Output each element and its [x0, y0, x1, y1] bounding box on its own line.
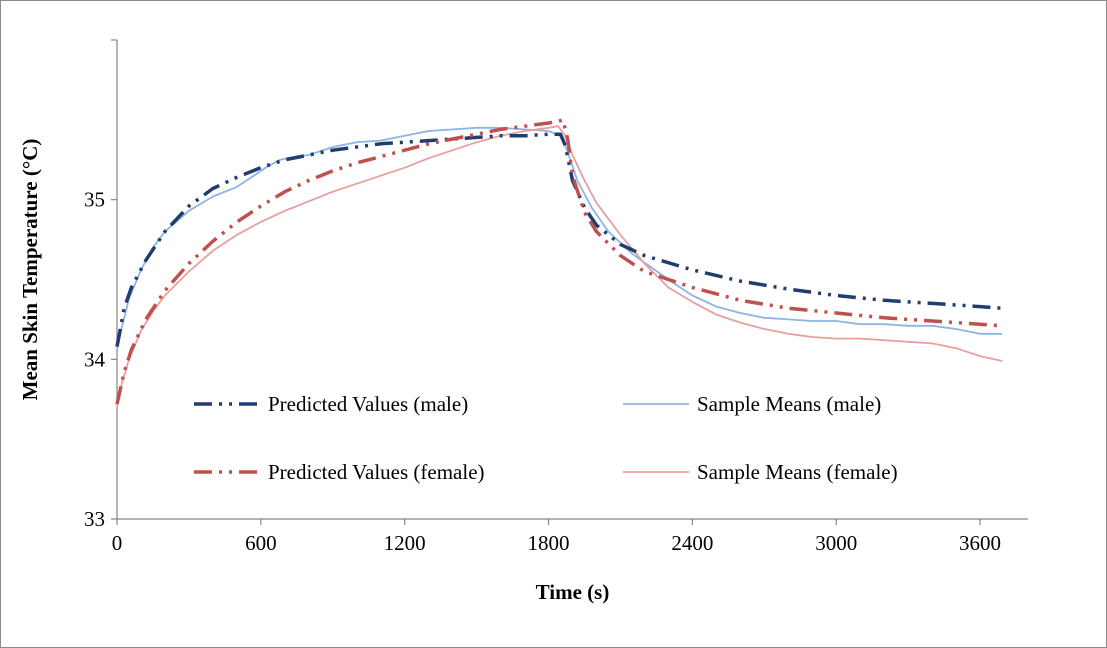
y-tick-label: 34: [84, 347, 106, 371]
x-tick-label: 1200: [384, 531, 426, 555]
legend-label: Predicted Values (male): [268, 392, 468, 416]
series-line-sample-means-female: [116, 125, 1003, 409]
legend: Predicted Values (male) Sample Means (mal…: [194, 392, 898, 484]
legend-label: Sample Means (male): [697, 392, 881, 416]
legend-label: Sample Means (female): [697, 460, 898, 484]
series-line-predicted-values-male: [115, 132, 1002, 347]
x-tick-label: 600: [245, 531, 277, 555]
x-tick-label: 3600: [959, 531, 1001, 555]
x-axis-title: Time (s): [536, 580, 610, 604]
x-tick-label: 1800: [528, 531, 570, 555]
y-tick-label: 33: [84, 507, 105, 531]
axes: 0 600 1200 1800 2400 3000 3600 33 34 35: [84, 39, 1028, 555]
legend-label: Predicted Values (female): [268, 460, 485, 484]
series-layer: [115, 118, 1003, 409]
y-tick-label: 35: [84, 188, 105, 212]
x-tick-label: 2400: [671, 531, 713, 555]
series-line-sample-means-male: [116, 126, 1003, 351]
y-axis-title: Mean Skin Temperature (°C): [18, 139, 42, 401]
x-tick-label: 3000: [815, 531, 857, 555]
x-tick-label: 0: [112, 531, 123, 555]
series-line-predicted-values-female: [115, 118, 1002, 405]
